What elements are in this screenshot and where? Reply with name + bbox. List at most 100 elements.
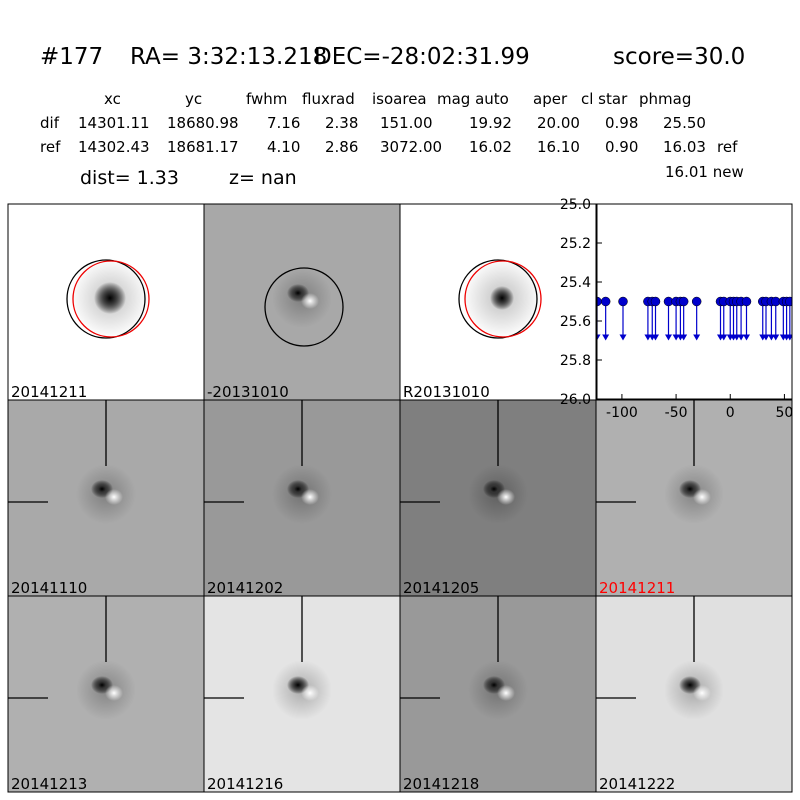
image-panel: 20141211 xyxy=(595,399,793,597)
cell: 18680.98 xyxy=(167,114,239,132)
column-header: isoarea xyxy=(372,90,427,108)
y-tick-label: 25.0 xyxy=(560,197,591,213)
column-header: aper xyxy=(533,90,568,108)
cell: 0.90 xyxy=(605,138,638,156)
object-id: #177 xyxy=(40,44,103,70)
x-tick-label: 0 xyxy=(726,405,735,421)
plot-frame xyxy=(596,203,793,400)
y-tick-label: 25.6 xyxy=(560,314,591,330)
panels: 20141211 -20131010 R20131010 20141110 201412… xyxy=(7,203,793,793)
panel-label: -20131010 xyxy=(207,383,289,401)
row-suffix: ref xyxy=(717,138,738,156)
y-tick-label: 25.4 xyxy=(560,275,591,291)
light-curve: 25.0 25.2 25.4 25.6 25.8 26.0 -100 -50 0 50 xyxy=(560,197,794,421)
residual-bright xyxy=(105,685,123,701)
panel-label: 20141205 xyxy=(403,579,479,597)
residual-bright xyxy=(497,489,515,505)
cell: 14302.43 xyxy=(78,138,150,156)
cell: 7.16 xyxy=(267,114,300,132)
limit-arrowhead xyxy=(602,334,610,341)
marker xyxy=(691,296,702,307)
image-panel: -20131010 xyxy=(203,203,401,401)
column-header: phmag xyxy=(639,90,691,108)
row-label: dif xyxy=(40,114,60,132)
panel-label: R20131010 xyxy=(403,383,490,401)
cell: 16.10 xyxy=(537,138,580,156)
row-label: ref xyxy=(40,138,61,156)
column-header: cl star xyxy=(581,90,628,108)
point xyxy=(600,296,611,341)
cell: 2.38 xyxy=(325,114,358,132)
column-header: yc xyxy=(185,90,202,108)
marker xyxy=(600,296,611,307)
cell: 4.10 xyxy=(267,138,300,156)
points xyxy=(597,296,792,341)
point xyxy=(741,296,752,341)
point xyxy=(678,296,689,341)
column-header: mag auto xyxy=(437,90,509,108)
limit-arrowhead xyxy=(786,334,792,341)
image-panel: R20131010 xyxy=(399,203,597,401)
column-header: fluxrad xyxy=(302,90,355,108)
limit-arrowhead xyxy=(693,334,701,341)
panel-label: 20141211 xyxy=(599,579,675,597)
limit-arrowhead xyxy=(680,334,688,341)
source xyxy=(94,282,126,314)
image-panel: 20141218 xyxy=(399,595,597,793)
column-header: fwhm xyxy=(246,90,287,108)
residual-bright xyxy=(105,489,123,505)
ref-aperture xyxy=(464,260,542,338)
score: score=30.0 xyxy=(613,44,745,70)
point xyxy=(663,296,674,341)
panel-label: 20141218 xyxy=(403,775,479,793)
image-panel: 20141110 xyxy=(7,399,205,597)
y-tick-label: 25.2 xyxy=(560,236,591,252)
limit-arrowhead xyxy=(737,334,745,341)
cell: 18681.17 xyxy=(167,138,239,156)
redshift: z= nan xyxy=(229,167,297,189)
panel-label: 20141202 xyxy=(207,579,283,597)
residual-bright xyxy=(301,293,319,309)
marker xyxy=(741,296,752,307)
cell: 16.02 xyxy=(469,138,512,156)
residual-bright xyxy=(301,489,319,505)
image-panel: 20141213 xyxy=(7,595,205,793)
panel-label: 20141211 xyxy=(11,383,87,401)
cell: 0.98 xyxy=(605,114,638,132)
dist: dist= 1.33 xyxy=(80,167,179,189)
residual-bright xyxy=(693,685,711,701)
point xyxy=(771,296,781,341)
x-tick-label: -100 xyxy=(606,405,638,421)
cell: 19.92 xyxy=(469,114,512,132)
limit-arrowhead xyxy=(720,334,728,341)
marker xyxy=(678,296,689,307)
dec: DEC=-28:02:31.99 xyxy=(314,44,530,70)
marker xyxy=(618,296,628,307)
residual-bright xyxy=(693,489,711,505)
marker xyxy=(785,296,792,307)
cell: 20.00 xyxy=(537,114,580,132)
cell: 25.50 xyxy=(663,114,706,132)
panel-frame xyxy=(595,595,793,793)
point xyxy=(691,296,702,341)
limit-arrowhead xyxy=(772,334,780,341)
limit-arrowhead xyxy=(762,334,770,341)
image-panel: 20141211 xyxy=(7,203,205,401)
source xyxy=(490,286,514,310)
cell: 16.03 xyxy=(663,138,706,156)
image-panel: 20141205 xyxy=(399,399,597,597)
cell: 151.00 xyxy=(380,114,433,132)
x-tick-label: -50 xyxy=(665,405,688,421)
y-tick-label: 25.8 xyxy=(560,353,591,369)
point xyxy=(618,296,628,341)
residual-bright xyxy=(497,685,515,701)
image-panel: 20141216 xyxy=(203,595,401,793)
ra: RA= 3:32:13.218 xyxy=(130,44,327,70)
image-panel: 20141202 xyxy=(203,399,401,597)
point xyxy=(719,296,729,341)
limit-arrowhead xyxy=(743,334,750,341)
point xyxy=(650,296,661,341)
cell: 2.86 xyxy=(325,138,358,156)
image-panel: 20141222 xyxy=(595,595,793,793)
limit-arrowhead xyxy=(652,334,659,341)
